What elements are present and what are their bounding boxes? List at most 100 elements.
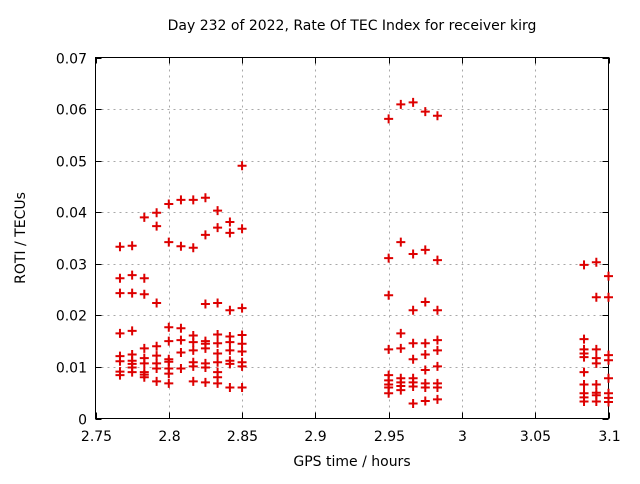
data-point-marker (604, 397, 613, 407)
data-point-marker (420, 338, 430, 348)
data-point-marker (408, 354, 418, 364)
data-point-marker (591, 396, 601, 406)
data-point-marker (213, 357, 223, 367)
data-point-marker (213, 223, 223, 233)
data-point-marker (188, 361, 198, 371)
data-point-marker (176, 323, 186, 333)
x-tick-label: 2.9 (304, 429, 326, 445)
y-tick-label: 0.05 (56, 155, 87, 171)
data-point-marker (152, 341, 162, 351)
data-point-marker (176, 241, 186, 251)
data-point-marker (237, 330, 247, 340)
x-tick-label: 3.05 (520, 429, 551, 445)
data-point-marker (115, 288, 125, 298)
data-point-marker (604, 292, 613, 302)
data-point-marker (164, 336, 174, 346)
data-point-marker (200, 193, 210, 203)
x-tick-label: 3 (458, 429, 467, 445)
data-point-marker (237, 161, 247, 171)
data-point-marker (213, 298, 223, 308)
data-point-marker (225, 217, 235, 227)
data-point-marker (384, 114, 394, 124)
data-point-marker (115, 356, 125, 366)
data-point-marker (384, 290, 394, 300)
data-point-marker (152, 221, 162, 231)
data-point-marker (396, 99, 406, 109)
data-point-marker (225, 228, 235, 238)
data-point-marker (188, 243, 198, 253)
data-point-marker (139, 212, 149, 222)
data-point-marker (579, 396, 589, 406)
data-point-marker (408, 249, 418, 259)
data-point-marker (127, 326, 137, 336)
data-point-marker (127, 288, 137, 298)
data-point-marker (237, 383, 247, 393)
data-point-marker (115, 370, 125, 380)
data-point-marker (408, 382, 418, 392)
data-point-marker (213, 378, 223, 388)
data-point-marker (591, 358, 601, 368)
data-point-marker (139, 358, 149, 368)
data-point-marker (213, 349, 223, 359)
data-point-marker (225, 305, 235, 315)
data-point-marker (396, 343, 406, 353)
data-point-marker (200, 230, 210, 240)
data-point-marker (604, 271, 613, 281)
data-point-marker (420, 107, 430, 117)
data-point-marker (200, 362, 210, 372)
data-point-marker (591, 379, 601, 389)
plot-border (95, 57, 609, 419)
x-tick-label: 2.85 (227, 429, 258, 445)
data-point-marker (604, 373, 613, 383)
data-point-marker (579, 379, 589, 389)
data-point-marker (432, 305, 442, 315)
data-point-marker (432, 335, 442, 345)
grid-lines (95, 57, 609, 419)
data-point-marker (408, 338, 418, 348)
data-point-marker (225, 337, 235, 347)
data-point-marker (213, 338, 223, 348)
data-point-marker (420, 396, 430, 406)
chart-title: Day 232 of 2022, Rate Of TEC Index for r… (168, 18, 537, 34)
data-point-marker (176, 347, 186, 357)
data-point-marker (591, 292, 601, 302)
x-tick-labels: 2.75 2.8 2.85 2.9 2.95 3 3.05 3.1 (81, 429, 621, 445)
data-point-marker (237, 361, 247, 371)
data-point-marker (152, 376, 162, 386)
data-point-marker (408, 399, 418, 409)
data-point-marker (164, 378, 174, 388)
data-point-marker (127, 270, 137, 280)
data-point-marker (115, 242, 125, 252)
data-point-marker (188, 337, 198, 347)
data-point-marker (200, 377, 210, 387)
data-point-marker (579, 260, 589, 270)
data-point-marker (591, 257, 601, 267)
data-point-marker (200, 343, 210, 353)
y-tick-label: 0.03 (56, 258, 87, 274)
data-point-marker (213, 206, 223, 216)
data-point-marker (152, 298, 162, 308)
data-point-marker (164, 237, 174, 247)
data-point-marker (591, 344, 601, 354)
data-point-marker (115, 328, 125, 338)
data-point-marker (579, 367, 589, 377)
data-point-marker (164, 369, 174, 379)
data-point-marker (432, 361, 442, 371)
y-tick-labels: 0 0.01 0.02 0.03 0.04 0.05 0.06 0.07 (56, 52, 87, 429)
data-point-marker (432, 255, 442, 265)
data-point-marker (213, 329, 223, 339)
data-point-marker (408, 305, 418, 315)
data-point-marker (420, 245, 430, 255)
data-point-marker (176, 363, 186, 373)
x-tick-label: 2.75 (81, 429, 112, 445)
data-point-marker (237, 346, 247, 356)
y-axis-label: ROTI / TECUs (13, 192, 29, 284)
data-point-marker (176, 335, 186, 345)
data-point-marker (225, 359, 235, 369)
x-tick-label: 3.1 (598, 429, 620, 445)
data-point-marker (225, 345, 235, 355)
data-point-marker (579, 334, 589, 344)
data-point-marker (237, 224, 247, 234)
